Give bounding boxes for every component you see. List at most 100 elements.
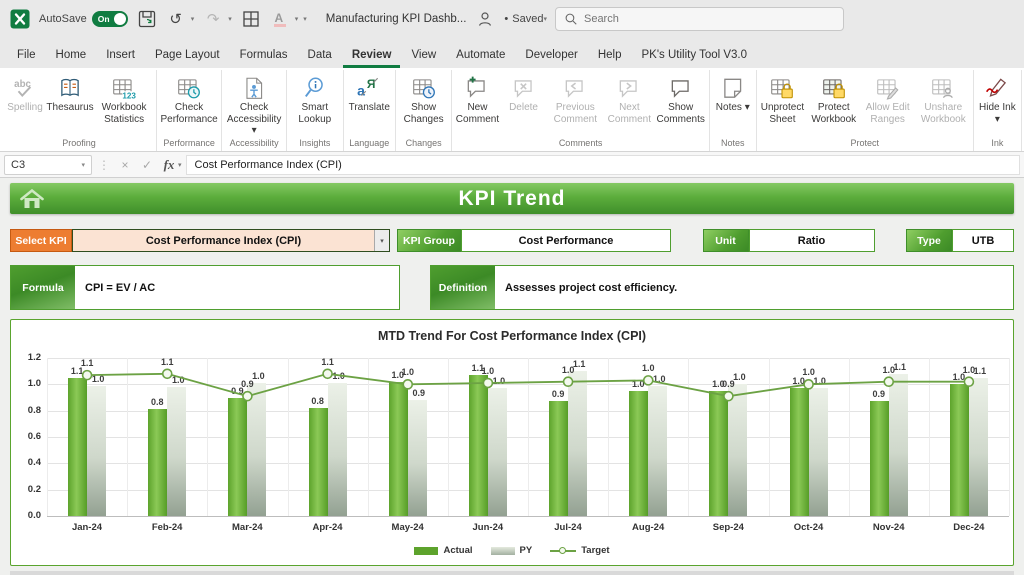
x-axis-tick-label: Jun-24 — [472, 522, 504, 533]
menu-tab-developer[interactable]: Developer — [525, 49, 578, 61]
undo-icon[interactable]: ↺ — [169, 11, 182, 28]
ribbon-button-check-performance[interactable]: Check Performance — [158, 72, 220, 125]
x-axis-tick-label: Mar-24 — [232, 522, 263, 533]
ribbon-button-hide-ink[interactable]: Hide Ink ▾ — [975, 72, 1020, 125]
previous-comment-icon — [562, 75, 588, 101]
redo-dropdown-icon: ▾ — [228, 16, 232, 23]
ribbon-button-translate[interactable]: a Я Translate — [345, 72, 394, 114]
menu-tab-review[interactable]: Review — [342, 43, 401, 68]
save-icon[interactable] — [137, 9, 157, 29]
status-strip — [10, 571, 1014, 575]
ribbon-button-delete: Delete — [502, 72, 546, 114]
py-data-label: 1.0 — [813, 376, 826, 387]
target-data-label: 1.0 — [962, 364, 976, 375]
menu-tab-automate[interactable]: Automate — [456, 49, 506, 61]
undo-dropdown-icon[interactable]: ▾ — [190, 16, 195, 23]
menu-tab-insert[interactable]: Insert — [106, 49, 135, 61]
menu-tab-home[interactable]: Home — [55, 49, 87, 61]
target-marker — [562, 376, 574, 388]
gridline-vertical — [447, 358, 449, 516]
kpi-group-label: KPI Group — [397, 229, 461, 252]
actual-bar — [68, 377, 88, 516]
document-title[interactable]: Manufacturing KPI Dashb... — [325, 13, 467, 25]
gridline-vertical — [127, 358, 129, 516]
menu-tab-pk-s-utility-tool-v3-0[interactable]: PK's Utility Tool V3.0 — [641, 49, 748, 61]
ribbon-button-label: Allow Edit Ranges — [865, 102, 910, 125]
ribbon-button-label: Check Performance — [160, 102, 218, 125]
insert-function-icon[interactable]: fx — [163, 156, 175, 172]
ribbon-button-new-comment[interactable]: New Comment — [453, 72, 501, 125]
ribbon-button-allow-edit-ranges: Allow Edit Ranges — [860, 72, 914, 125]
actual-data-label: 1.1 — [471, 363, 485, 374]
saved-chevron-icon: ▾ — [543, 16, 547, 23]
autosave-toggle[interactable]: On — [91, 11, 128, 27]
borders-icon[interactable] — [241, 9, 261, 29]
target-data-label: 1.1 — [160, 356, 174, 367]
ribbon-group-label: Protect — [850, 138, 879, 148]
show-changes-icon — [411, 75, 437, 101]
menu-tab-view[interactable]: View — [411, 49, 437, 61]
py-data-label: 1.1 — [893, 361, 907, 372]
ribbon-button-notes[interactable]: Notes ▾ — [711, 72, 755, 114]
target-marker — [242, 390, 253, 402]
ribbon-group-language: a Я Translate Language — [344, 70, 396, 151]
ribbon-group-label: Proofing — [62, 138, 96, 148]
target-marker — [723, 390, 734, 402]
ribbon-button-label: Previous Comment — [553, 102, 597, 125]
menu-tab-data[interactable]: Data — [307, 49, 332, 61]
delete-comment-icon — [511, 75, 537, 101]
formula-input[interactable]: Cost Performance Index (CPI) — [185, 154, 1020, 175]
gridline-vertical — [367, 358, 369, 516]
gridline-horizontal — [47, 516, 1009, 517]
saved-status[interactable]: • Saved ▾ — [504, 13, 547, 25]
x-axis-tick-label: May-24 — [391, 522, 424, 533]
ribbon-group-label: Notes — [721, 138, 745, 148]
name-box-dropdown-icon[interactable]: ▾ — [81, 161, 85, 169]
ribbon-button-label: Protect Workbook — [811, 102, 857, 125]
ribbon-button-check-accessibility[interactable]: Check Accessibility ▾ — [223, 72, 285, 137]
svg-text:abc: abc — [14, 79, 31, 90]
ribbon-button-show-comments[interactable]: Show Comments — [654, 72, 708, 125]
search-input[interactable] — [583, 13, 835, 25]
ribbon-group-performance: Check Performance Performance — [157, 70, 223, 151]
ribbon-button-protect-workbook[interactable]: Protect Workbook — [807, 72, 860, 125]
x-axis-tick-label: Dec-24 — [953, 522, 985, 533]
ribbon-button-workbook-statistics[interactable]: 123 Workbook Statistics — [93, 72, 155, 125]
ribbon-group-changes: Show Changes Changes — [396, 70, 453, 151]
formula-bar-chevron-icon: ▾ — [178, 161, 182, 169]
menu-tab-page-layout[interactable]: Page Layout — [154, 49, 220, 61]
ribbon-button-smart-lookup[interactable]: Smart Lookup — [288, 72, 341, 125]
search-box[interactable] — [554, 7, 844, 31]
kpi-select-dropdown[interactable]: Cost Performance Index (CPI) ▾ — [72, 229, 390, 252]
ribbon-button-label: Show Changes — [403, 102, 444, 125]
hide-ink-icon — [984, 75, 1010, 101]
py-bar — [648, 385, 668, 516]
kpi-trend-chart[interactable]: MTD Trend For Cost Performance Index (CP… — [10, 319, 1014, 566]
ribbon-button-previous-comment: Previous Comment — [546, 72, 606, 125]
kpi-select-arrow-icon[interactable]: ▾ — [374, 230, 389, 251]
target-data-label: 1.0 — [882, 364, 896, 375]
home-icon[interactable] — [18, 185, 46, 212]
actual-bar — [468, 375, 488, 516]
menu-tab-formulas[interactable]: Formulas — [239, 49, 288, 61]
target-data-label: 1.0 — [401, 367, 415, 378]
spelling-icon: abc — [12, 75, 38, 101]
autosave-control[interactable]: AutoSave On — [39, 11, 128, 27]
ribbon-button-thesaurus[interactable]: Thesaurus — [46, 72, 94, 114]
ribbon-group-proofing: abc Spelling Thesaurus 123 Workbook Statisti… — [2, 70, 158, 151]
menu-tab-file[interactable]: File — [17, 49, 36, 61]
menu-tab-help[interactable]: Help — [597, 49, 622, 61]
font-color-icon: A — [270, 9, 290, 29]
smart-lookup-icon — [302, 75, 328, 101]
ribbon-button-unprotect-sheet[interactable]: Unprotect Sheet — [758, 72, 807, 125]
py-data-label: 1.1 — [572, 359, 586, 370]
name-box[interactable]: C3 ▾ — [4, 154, 92, 175]
ribbon-button-show-changes[interactable]: Show Changes — [397, 72, 450, 125]
py-bar — [728, 384, 748, 516]
quick-access-more-icon[interactable]: ▾ — [303, 16, 307, 23]
gridline-vertical — [928, 358, 930, 516]
formula-label: Formula — [11, 266, 75, 309]
gridline-vertical — [287, 358, 289, 516]
ribbon-button-label: Delete — [509, 102, 538, 113]
